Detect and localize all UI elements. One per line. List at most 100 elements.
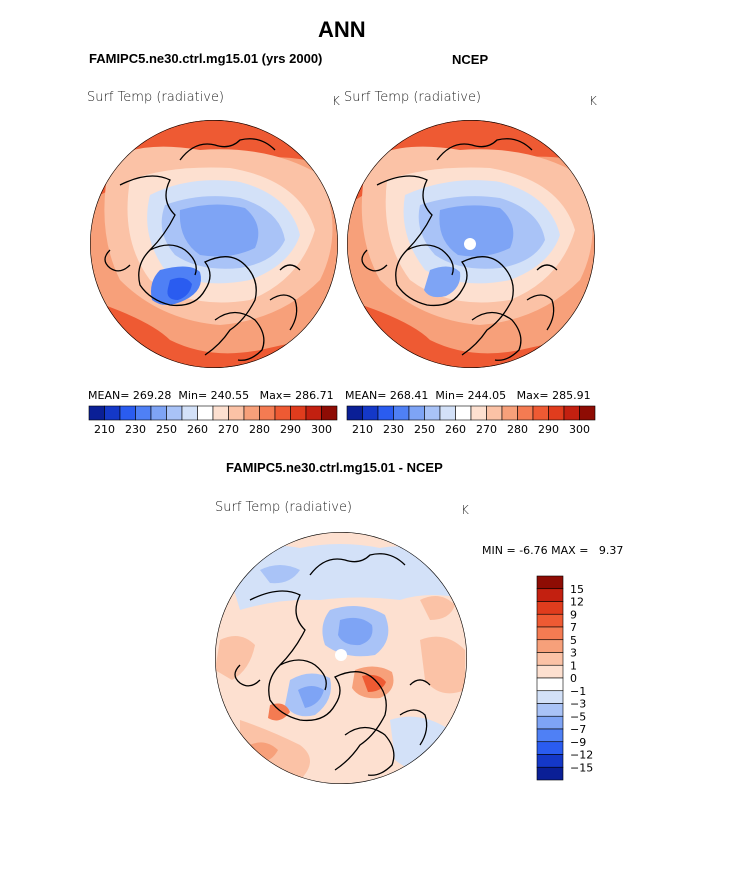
obs-subtitle: NCEP [452,52,489,67]
model-panel-title: Surf Temp (radiative) [87,90,225,105]
model-min-label: Min= [178,389,208,402]
model-colorbar-cell [88,405,105,421]
diff-colorbar-cell [536,690,564,704]
model-colorbar-cell [150,405,167,421]
obs-mean-value: 268.41 [389,389,429,402]
diff-colorbar-tick: −15 [570,761,593,774]
diff-colorbar-cell [536,626,564,641]
model-colorbar-tick: 290 [280,423,301,436]
obs-units: K [589,94,597,108]
diff-colorbar-tick: 7 [570,621,577,634]
obs-stats: MEAN= 268.41 Min= 244.05 Max= 285.91 [345,389,591,402]
diff-colorbar-tick: 3 [570,647,577,660]
obs-min-label: Min= [435,389,465,402]
obs-panel-title: Surf Temp (radiative) [344,90,482,105]
model-subtitle: FAMIPC5.ne30.ctrl.mg15.01 (yrs 2000) [89,51,323,66]
diff-range: MIN = -6.76 MAX = 9.37 [482,544,623,557]
model-colorbar-cell [212,405,229,421]
diff-max-value: 9.37 [598,544,624,557]
model-colorbar-cell [259,405,276,421]
diff-colorbar-cell [536,601,564,615]
diff-colorbar-tick: 15 [570,583,584,596]
diff-colorbar-cell [536,741,564,755]
model-colorbar-cell [228,405,245,421]
model-min-value: 240.55 [210,389,250,402]
model-colorbar-cell [135,405,152,421]
diff-colorbar-cell [536,588,564,602]
model-units: K [332,94,340,108]
diff-colorbar-cell [536,728,564,743]
diff-colorbar-cell [536,652,564,666]
model-max-value: 286.71 [295,389,334,402]
obs-colorbar-cell [455,405,472,421]
obs-colorbar-cell [517,405,534,421]
obs-max-value: 285.91 [552,389,591,402]
diff-colorbar-cell [536,639,564,653]
model-colorbar-tick: 210 [94,423,115,436]
diff-colorbar-tick: −1 [570,685,586,698]
obs-colorbar-tick: 270 [476,423,497,436]
diff-colorbar-tick: −12 [570,749,593,762]
diff-colorbar-tick: 5 [570,634,577,647]
obs-colorbar-cell [346,405,363,421]
obs-colorbar-cell [579,405,596,421]
diff-colorbar-tick: −9 [570,736,586,749]
model-colorbar-cell [305,405,322,421]
diff-min-label: MIN = [482,544,516,557]
obs-colorbar-tick: 300 [569,423,590,436]
diff-colorbar-cell [536,766,564,781]
obs-colorbar-cell [439,405,456,421]
obs-colorbar-cell [563,405,580,421]
model-colorbar-cell [166,405,183,421]
obs-colorbar-cell [548,405,565,421]
model-max-label: Max= [259,389,292,402]
obs-colorbar: 210 230 250 260 270 280 290 300 [346,405,596,436]
diff-panel-title: Surf Temp (radiative) [215,500,353,515]
model-mean-label: MEAN= [88,389,130,402]
model-colorbar: 210 230 250 260 270 280 290 300 [88,405,338,436]
model-colorbar-tick: 260 [187,423,208,436]
diff-colorbar-cell [536,677,564,692]
obs-colorbar-tick: 250 [414,423,435,436]
obs-colorbar-cell [532,405,549,421]
model-colorbar-cell [119,405,136,421]
model-colorbar-tick: 230 [125,423,146,436]
model-stats: MEAN= 269.28 Min= 240.55 Max= 286.71 [88,389,334,402]
model-colorbar-tick: 250 [156,423,177,436]
obs-min-value: 244.05 [467,389,507,402]
obs-polar-map [347,120,595,368]
diff-subtitle: FAMIPC5.ne30.ctrl.mg15.01 - NCEP [226,460,443,475]
model-colorbar-cell [321,405,338,421]
diff-colorbar-tick: −5 [570,710,586,723]
obs-colorbar-cell [362,405,379,421]
diff-units: K [461,503,469,517]
diff-colorbar-cell [536,664,564,679]
model-colorbar-tick: 300 [311,423,332,436]
obs-colorbar-cell [470,405,487,421]
diff-polar-map [215,532,467,784]
diff-colorbar-tick: −3 [570,698,586,711]
model-colorbar-cell [197,405,214,421]
obs-colorbar-cell [393,405,410,421]
diff-colorbar-tick: −7 [570,723,586,736]
model-polar-map [90,120,338,368]
obs-colorbar-cell [501,405,518,421]
diff-colorbar-cell [536,613,564,628]
obs-colorbar-tick: 210 [352,423,373,436]
model-colorbar-cell [290,405,307,421]
obs-mean-label: MEAN= [345,389,387,402]
model-colorbar-tick: 270 [218,423,239,436]
model-colorbar-cell [243,405,260,421]
obs-colorbar-cell [408,405,425,421]
diff-max-label: MAX = [551,544,589,557]
model-colorbar-cell [104,405,121,421]
diff-colorbar-cell [536,703,564,717]
diff-colorbar-tick: 9 [570,608,577,621]
diff-colorbar-tick: 1 [570,659,577,672]
model-colorbar-cell [181,405,198,421]
diff-colorbar-tick: 0 [570,672,577,685]
obs-colorbar-cell [424,405,441,421]
model-colorbar-tick: 280 [249,423,270,436]
